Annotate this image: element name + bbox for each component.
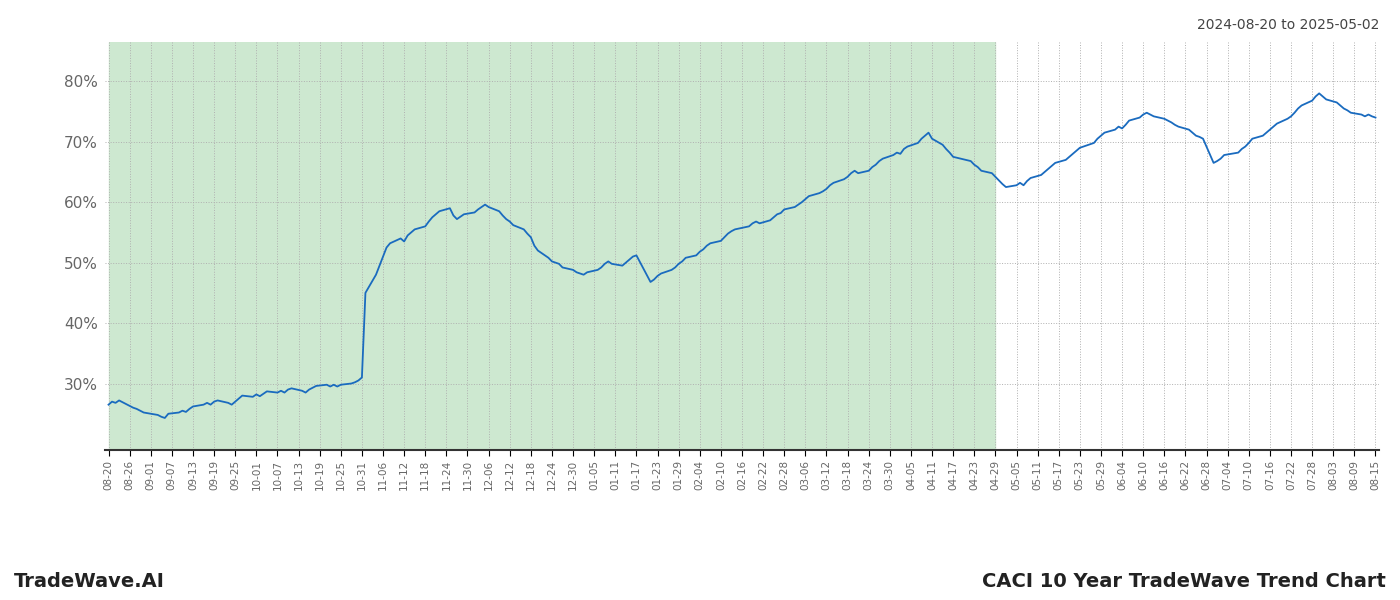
Text: TradeWave.AI: TradeWave.AI bbox=[14, 572, 165, 591]
Text: 2024-08-20 to 2025-05-02: 2024-08-20 to 2025-05-02 bbox=[1197, 18, 1379, 32]
Bar bbox=[109, 42, 995, 450]
Text: CACI 10 Year TradeWave Trend Chart: CACI 10 Year TradeWave Trend Chart bbox=[983, 572, 1386, 591]
